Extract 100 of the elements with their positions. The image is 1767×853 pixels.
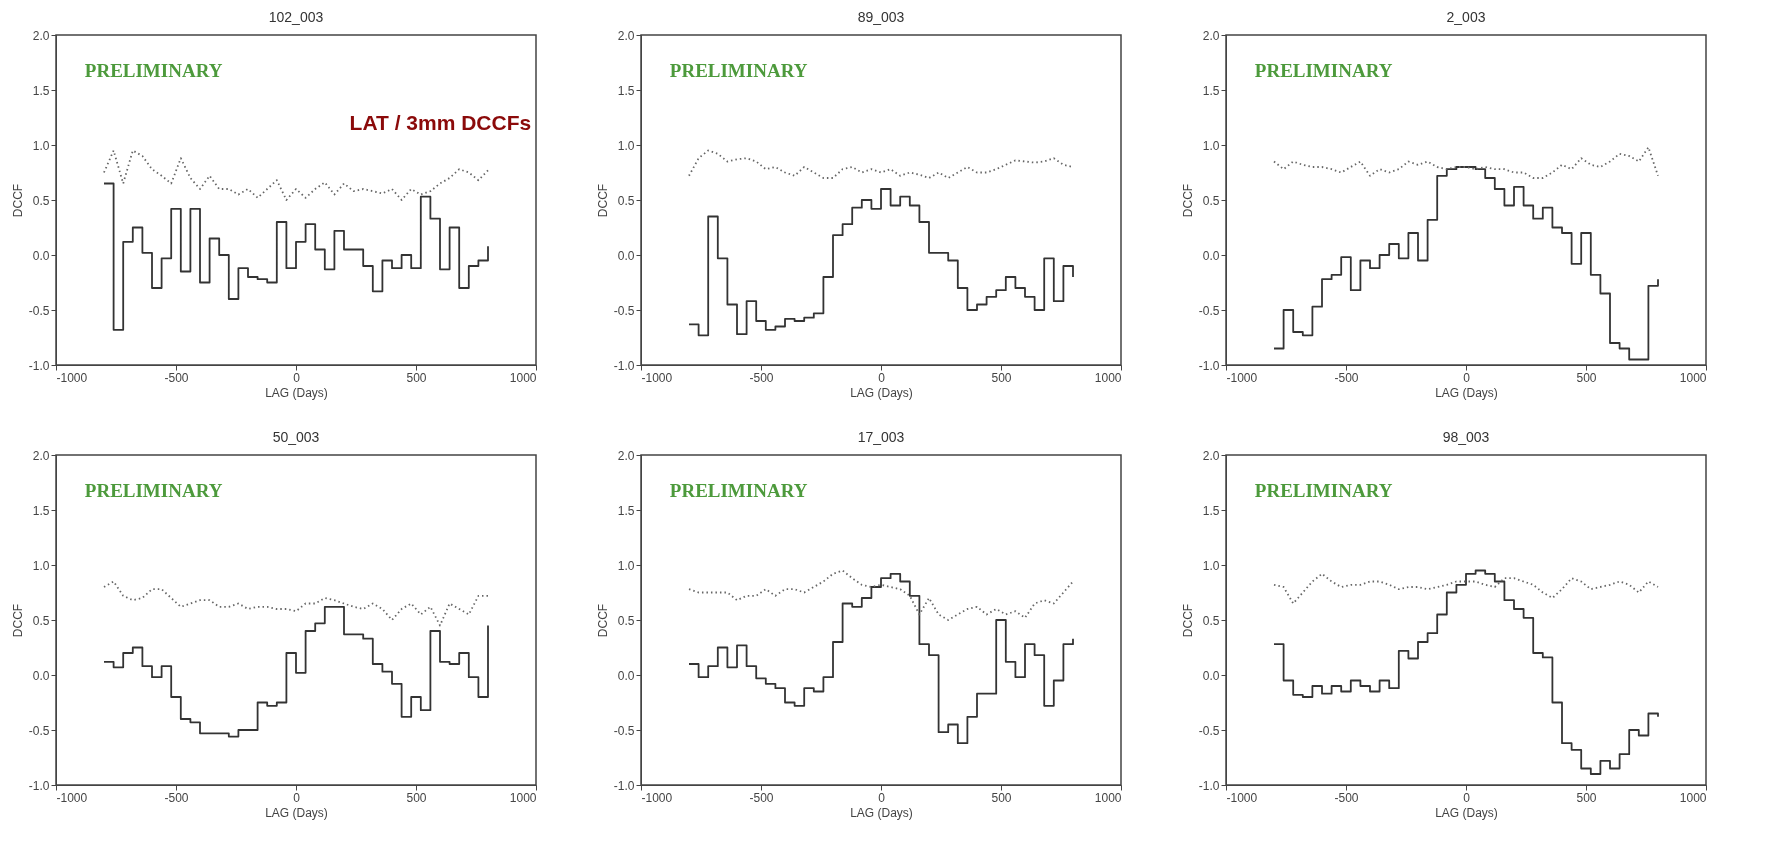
- y-tick-label: 1.5: [32, 83, 50, 98]
- y-tick-label: 1.5: [1202, 83, 1220, 98]
- x-tick-label: -1000: [1226, 370, 1258, 385]
- x-tick-label: -500: [164, 790, 189, 805]
- x-axis-title: LAG (Days): [265, 805, 328, 820]
- annotation: PRELIMINARY: [669, 60, 808, 82]
- annotation: PRELIMINARY: [669, 480, 808, 502]
- y-axis-title: DCCF: [595, 603, 610, 638]
- y-tick-label: 1.0: [1202, 558, 1220, 573]
- line-series: [1273, 572, 1659, 605]
- chart-title: 89_003: [857, 9, 905, 25]
- line-series: [103, 580, 489, 627]
- y-tick-label: 0.5: [32, 613, 50, 628]
- y-tick-label: 1.5: [617, 503, 635, 518]
- chart-title: 98_003: [1442, 429, 1490, 445]
- y-tick-label: -0.5: [1198, 303, 1220, 318]
- line-series: [1273, 146, 1659, 179]
- y-tick-label: -0.5: [613, 303, 635, 318]
- line-series: [688, 569, 1074, 621]
- y-tick-label: -0.5: [613, 723, 635, 738]
- y-tick-label: 0.5: [617, 193, 635, 208]
- y-tick-label: 0.0: [32, 248, 50, 263]
- x-tick-label: -1000: [1226, 790, 1258, 805]
- x-tick-label: 500: [406, 370, 427, 385]
- line-series: [103, 149, 489, 201]
- y-axis-title: DCCF: [595, 183, 610, 218]
- x-axis-title: LAG (Days): [850, 385, 913, 400]
- y-tick-label: 0.5: [1202, 193, 1220, 208]
- x-tick-label: -500: [749, 370, 774, 385]
- y-tick-label: -0.5: [1198, 723, 1220, 738]
- x-tick-label: 1000: [1094, 370, 1122, 385]
- y-tick-label: 0.5: [32, 193, 50, 208]
- y-tick-label: -1.0: [1198, 358, 1220, 373]
- y-tick-label: 2.0: [1202, 448, 1220, 463]
- y-tick-label: -1.0: [613, 358, 635, 373]
- y-tick-label: 0.0: [1202, 248, 1220, 263]
- y-tick-label: -0.5: [28, 303, 50, 318]
- y-axis-title: DCCF: [10, 603, 25, 638]
- y-axis-title: DCCF: [1180, 603, 1195, 638]
- x-tick-label: 500: [406, 790, 427, 805]
- x-tick-label: -500: [1334, 370, 1359, 385]
- x-axis-title: LAG (Days): [1435, 805, 1498, 820]
- x-tick-label: 1000: [509, 370, 537, 385]
- y-axis-title: DCCF: [1180, 183, 1195, 218]
- annotation: PRELIMINARY: [1254, 60, 1393, 82]
- x-tick-label: 0: [293, 370, 301, 385]
- y-tick-label: 2.0: [617, 28, 635, 43]
- x-axis-title: LAG (Days): [265, 385, 328, 400]
- x-tick-label: 500: [1576, 370, 1597, 385]
- y-tick-label: 2.0: [32, 448, 50, 463]
- y-tick-label: -1.0: [28, 358, 50, 373]
- y-tick-label: -1.0: [1198, 778, 1220, 793]
- y-tick-label: 0.5: [617, 613, 635, 628]
- x-tick-label: -500: [1334, 790, 1359, 805]
- chart-title: 2_003: [1446, 9, 1486, 25]
- chart-title: 50_003: [272, 429, 320, 445]
- x-tick-label: 0: [878, 370, 886, 385]
- x-tick-label: -500: [749, 790, 774, 805]
- y-tick-label: 1.0: [32, 138, 50, 153]
- y-tick-label: 1.0: [1202, 138, 1220, 153]
- y-tick-label: -0.5: [28, 723, 50, 738]
- y-tick-label: 1.0: [32, 558, 50, 573]
- x-tick-label: -1000: [641, 370, 673, 385]
- x-tick-label: 0: [1463, 370, 1471, 385]
- y-tick-label: 1.0: [617, 138, 635, 153]
- y-axis-title: DCCF: [10, 183, 25, 218]
- x-tick-label: 500: [1576, 790, 1597, 805]
- x-tick-label: -1000: [641, 790, 673, 805]
- y-tick-label: 1.5: [32, 503, 50, 518]
- annotation: PRELIMINARY: [84, 60, 223, 82]
- y-tick-label: 0.0: [617, 668, 635, 683]
- x-axis-title: LAG (Days): [850, 805, 913, 820]
- x-tick-label: 1000: [1679, 370, 1707, 385]
- x-tick-label: 500: [991, 370, 1012, 385]
- line-series: [688, 149, 1074, 179]
- x-tick-label: -1000: [56, 790, 88, 805]
- x-axis-title: LAG (Days): [1435, 385, 1498, 400]
- y-tick-label: 2.0: [1202, 28, 1220, 43]
- annotation: LAT / 3mm DCCFs: [349, 111, 532, 135]
- y-tick-label: 1.5: [1202, 503, 1220, 518]
- y-tick-label: 1.5: [617, 83, 635, 98]
- y-tick-label: 0.0: [617, 248, 635, 263]
- y-tick-label: 0.0: [1202, 668, 1220, 683]
- y-tick-label: -1.0: [613, 778, 635, 793]
- x-tick-label: 1000: [509, 790, 537, 805]
- x-tick-label: 500: [991, 790, 1012, 805]
- annotation: PRELIMINARY: [84, 480, 223, 502]
- x-tick-label: 0: [1463, 790, 1471, 805]
- y-tick-label: 1.0: [617, 558, 635, 573]
- x-tick-label: 0: [293, 790, 301, 805]
- x-tick-label: -500: [164, 370, 189, 385]
- chart-title: 17_003: [857, 429, 905, 445]
- x-tick-label: 1000: [1094, 790, 1122, 805]
- x-tick-label: -1000: [56, 370, 88, 385]
- x-tick-label: 1000: [1679, 790, 1707, 805]
- y-tick-label: 2.0: [617, 448, 635, 463]
- y-tick-label: 0.5: [1202, 613, 1220, 628]
- chart-title: 102_003: [268, 9, 324, 25]
- y-tick-label: 0.0: [32, 668, 50, 683]
- annotation: PRELIMINARY: [1254, 480, 1393, 502]
